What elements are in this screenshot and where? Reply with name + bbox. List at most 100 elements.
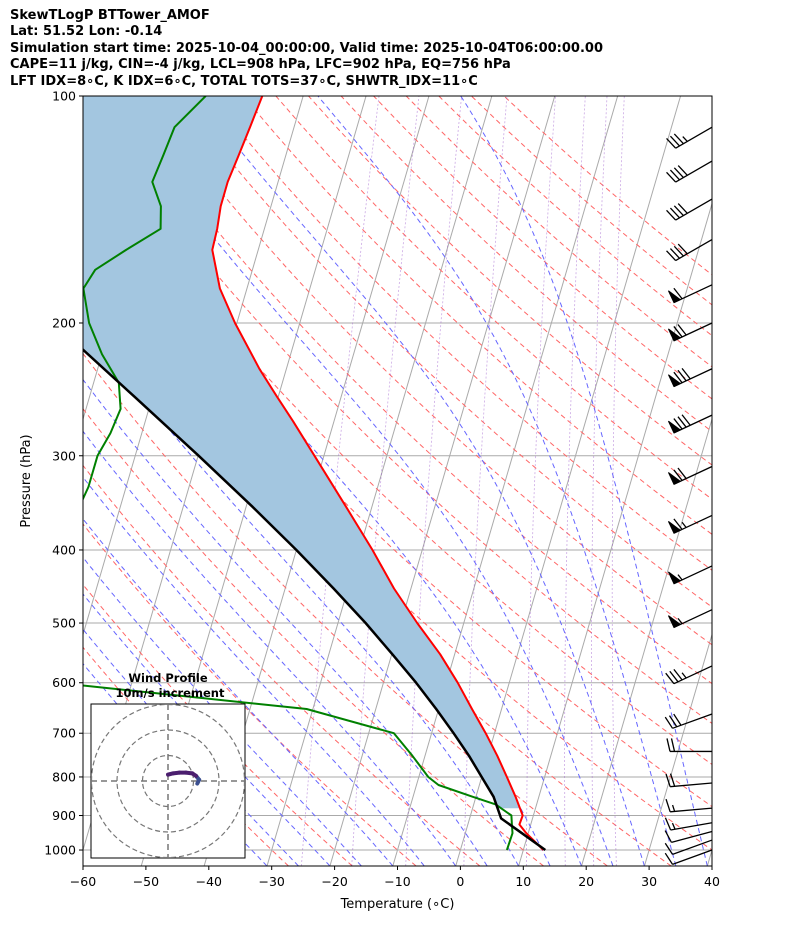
wind-barb [664,849,713,865]
x-tick-label: 0 [456,874,464,889]
wind-barb [667,565,713,585]
isotherm-line [329,96,556,866]
wind-barb [667,284,713,304]
barb-full [665,672,675,685]
moist-adiabat [83,662,268,866]
barb-staff [670,782,713,788]
hodograph-ring [116,729,220,833]
barb-full [673,371,683,384]
isotherm-line [643,632,712,866]
x-axis-title: Temperature (∘C) [340,897,455,912]
barb-staff [675,238,713,262]
barb-full [673,205,684,217]
x-tick-label: −60 [70,874,96,889]
moist-adiabat [83,518,394,866]
cape-line: CAPE=11 j/kg, CIN=-4 j/kg, LCL=908 hPa, … [10,57,511,73]
barb-full [668,715,678,728]
dry-adiabat [83,407,544,866]
x-tick-label: 40 [704,874,720,889]
isotherm-line [706,848,712,866]
isotherm-line [581,417,712,866]
moist-adiabat [83,556,362,866]
chart-header: SkewTLogP BTTower_AMOF Lat: 51.52 Lon: -… [10,8,603,90]
x-tick-label: −20 [321,874,347,889]
barb-full [677,243,688,255]
wind-barb [667,414,713,434]
hodograph-subtitle: 10m/s increment [116,686,225,700]
dry-adiabat [83,583,353,866]
wind-barb [665,665,713,685]
mixing-ratio-line [526,96,556,866]
mixing-ratio-line [301,96,380,866]
barb-full [677,467,687,479]
wind-barb [667,514,713,534]
wind-barb [667,367,713,388]
barb-full [681,414,691,426]
x-tick-label: 10 [515,874,531,889]
hodograph-segment [166,771,176,777]
barb-flag [667,328,682,342]
barb-half [671,822,676,830]
barb-full [669,169,680,181]
barb-full [664,817,672,831]
mixing-ratio-line [564,96,586,866]
barb-full [664,830,673,843]
wind-barb [666,198,713,221]
barb-full [673,418,683,430]
barb-staff [671,830,713,843]
barb-full [673,287,683,300]
dry-adiabat [503,96,712,276]
barb-staff [670,822,713,831]
moist-adiabat [460,96,708,866]
barb-full [677,203,688,214]
barb-full [673,469,683,481]
y-tick-label: 800 [52,769,76,784]
wind-barb [665,798,713,813]
barb-staff [672,849,713,865]
mixing-ratio-line [351,96,420,866]
barb-staff [675,126,713,149]
isotherm-line [266,96,493,866]
moist-adiabat [196,96,645,866]
barb-full [673,245,684,257]
barb-flag [667,290,682,304]
dry-adiabat [275,96,712,500]
barb-flag [667,615,682,629]
barb-half [677,574,683,581]
barb-flag [667,472,682,485]
barb-full [666,738,671,752]
barb-staff [673,665,713,685]
x-tick-label: −40 [196,874,222,889]
barb-full [673,133,684,145]
barb-flag [667,521,682,534]
barb-full [677,165,688,176]
x-tick-label: 20 [578,874,594,889]
dry-adiabat [210,96,712,571]
location-line: Lat: 51.52 Lon: -0.14 [10,24,163,40]
x-tick-label: 30 [641,874,657,889]
dry-adiabat [83,147,712,766]
dry-adiabat [308,96,712,466]
barb-full [664,842,674,855]
wind-barb [664,713,713,729]
y-tick-label: 700 [52,726,76,741]
isotherm-line [518,201,712,866]
barb-staff [672,713,713,729]
y-tick-label: 100 [52,89,76,104]
wind-barb [664,830,713,843]
barb-full [677,416,687,428]
x-tick-label: −10 [384,874,410,889]
moist-adiabat [105,96,614,866]
barb-full [669,248,680,259]
barb-full [666,171,677,183]
barb-staff [675,198,713,221]
barb-full [669,135,680,147]
barb-full [673,326,683,338]
wind-barb [664,839,713,856]
y-tick-label: 900 [52,808,76,823]
indices-line: LFT IDX=8∘C, K IDX=6∘C, TOTAL TOTS=37∘C,… [10,73,478,89]
wind-barb [667,465,713,485]
y-tick-label: 500 [52,616,76,631]
y-axis-title: Pressure (hPa) [19,434,34,527]
y-tick-label: 200 [52,315,76,330]
